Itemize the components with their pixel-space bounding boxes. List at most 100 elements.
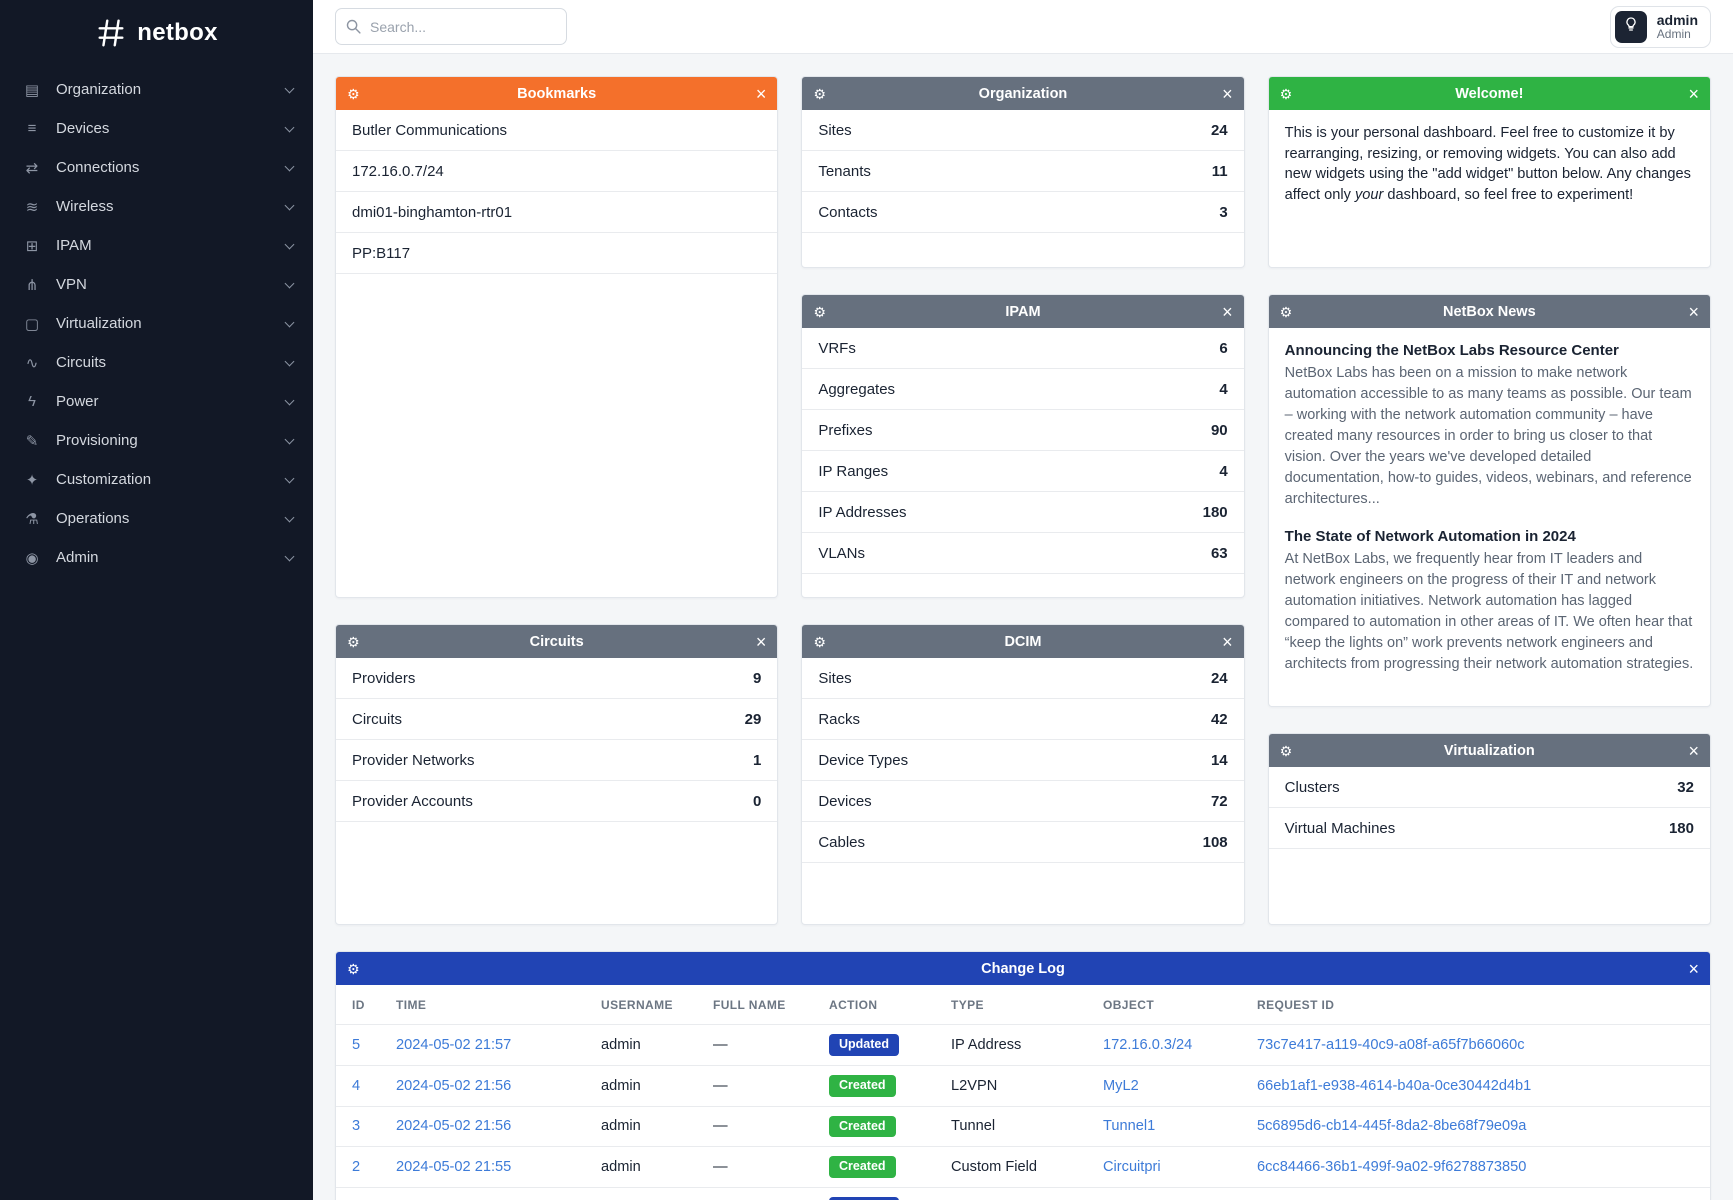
changelog-username: admin xyxy=(589,1186,701,1200)
widget-config-icon[interactable]: ⚙ xyxy=(347,633,360,650)
sidebar-item-circuits[interactable]: ∿ Circuits xyxy=(0,343,313,382)
changelog-object-link[interactable]: Circuitpri xyxy=(1103,1159,1161,1176)
welcome-text: This is your personal dashboard. Feel fr… xyxy=(1269,110,1710,219)
chevron-down-icon xyxy=(284,83,295,93)
table-row: 5 2024-05-02 21:57 admin — Updated IP Ad… xyxy=(336,1024,1710,1066)
wireless-icon: ≋ xyxy=(25,198,39,216)
widget-config-icon[interactable]: ⚙ xyxy=(347,960,360,977)
widget-config-icon[interactable]: ⚙ xyxy=(813,85,826,102)
stat-label: VLANs xyxy=(818,544,866,562)
changelog-username: admin xyxy=(589,1064,701,1106)
changelog-request-link[interactable]: 73c7e417-a119-40c9-a08f-a65f7b66060c xyxy=(1257,1036,1525,1053)
widget-config-icon[interactable]: ⚙ xyxy=(1279,742,1293,759)
sidebar-item-provisioning[interactable]: ✎ Provisioning xyxy=(0,421,313,460)
column-header: OBJECT xyxy=(1103,998,1155,1012)
close-icon[interactable]: × xyxy=(1222,301,1233,322)
close-icon[interactable]: × xyxy=(755,83,767,104)
changelog-time-link[interactable]: 2024-05-02 21:56 xyxy=(396,1077,512,1094)
widget-config-icon[interactable]: ⚙ xyxy=(1279,303,1293,320)
changelog-table: ID TIME USERNAME FULL NAME ACTION TYPE O… xyxy=(336,985,1710,1200)
action-badge: Updated xyxy=(829,1034,899,1056)
close-icon[interactable]: × xyxy=(1688,83,1699,104)
changelog-time-link[interactable]: 2024-05-02 21:55 xyxy=(396,1159,512,1176)
changelog-request-link[interactable]: 66eb1af1-e938-4614-b40a-0ce30442d4b1 xyxy=(1257,1077,1532,1094)
news-article-title[interactable]: Announcing the NetBox Labs Resource Cent… xyxy=(1284,342,1619,359)
sidebar-item-virtualization[interactable]: ▢ Virtualization xyxy=(0,304,313,343)
changelog-object-link[interactable]: Tunnel1 xyxy=(1103,1118,1156,1135)
widget-title: Bookmarks xyxy=(517,85,597,102)
circuits-icon: ∿ xyxy=(25,354,39,372)
user-menu[interactable]: admin Admin xyxy=(1609,5,1711,48)
close-icon[interactable]: × xyxy=(1222,631,1233,652)
sidebar-item-customization[interactable]: ✦ Customization xyxy=(0,460,313,499)
virtualization-widget-header: ⚙ Virtualization × xyxy=(1268,734,1710,767)
close-icon[interactable]: × xyxy=(1222,83,1233,104)
news-feed[interactable]: Announcing the NetBox Labs Resource Cent… xyxy=(1269,328,1710,706)
theme-toggle-button[interactable] xyxy=(1614,10,1647,43)
news-article-title[interactable]: The State of Network Automation in 2024 xyxy=(1284,528,1576,546)
bookmark-item[interactable]: 172.16.0.7/24 xyxy=(336,151,778,192)
close-icon[interactable]: × xyxy=(755,631,767,652)
circuits-widget-header: ⚙ Circuits × xyxy=(336,625,778,658)
bookmark-item[interactable]: dmi01-binghamton-rtr01 xyxy=(336,192,778,233)
widget-title: Organization xyxy=(978,85,1068,102)
table-row: 2 2024-05-02 21:55 admin — Created Custo… xyxy=(336,1146,1710,1188)
changelog-type: Tunnel xyxy=(939,1105,1091,1147)
close-icon[interactable]: × xyxy=(1688,958,1699,979)
sidebar-item-devices[interactable]: ≡ Devices xyxy=(0,109,313,148)
chevron-down-icon xyxy=(284,356,295,366)
sidebar-item-connections[interactable]: ⇄ Connections xyxy=(0,148,313,187)
action-badge: Created xyxy=(829,1156,896,1178)
netbox-logo[interactable]: netbox xyxy=(0,2,313,64)
search-input[interactable] xyxy=(335,8,567,45)
table-row: 4 2024-05-02 21:56 admin — Created L2VPN… xyxy=(336,1064,1710,1106)
sidebar-item-operations[interactable]: ⚗ Operations xyxy=(0,499,313,538)
stat-label: Provider Accounts xyxy=(352,792,473,810)
close-icon[interactable]: × xyxy=(1688,301,1699,322)
changelog-id-link[interactable]: 3 xyxy=(352,1118,361,1135)
changelog-time-link[interactable]: 2024-05-02 21:56 xyxy=(396,1118,512,1135)
stat-row: Devices 72 xyxy=(802,781,1244,822)
changelog-request-link[interactable]: 6cc84466-36b1-499f-9a02-9f6278873850 xyxy=(1257,1159,1527,1176)
stat-label: Cables xyxy=(818,833,866,851)
stat-label: Devices xyxy=(818,792,872,810)
sidebar-item-organization[interactable]: ▤ Organization xyxy=(0,70,313,109)
changelog-time-link[interactable]: 2024-05-02 21:57 xyxy=(396,1036,512,1053)
chevron-down-icon xyxy=(284,317,295,327)
netbox-logo-icon xyxy=(98,19,124,47)
sidebar-item-vpn[interactable]: ⋔ VPN xyxy=(0,265,313,304)
stat-value: 11 xyxy=(1211,162,1228,180)
changelog-id-link[interactable]: 5 xyxy=(352,1036,361,1053)
sidebar-item-wireless[interactable]: ≋ Wireless xyxy=(0,187,313,226)
widget-config-icon[interactable]: ⚙ xyxy=(813,303,826,320)
sidebar-item-label: Devices xyxy=(56,120,110,137)
sidebar-item-ipam[interactable]: ⊞ IPAM xyxy=(0,226,313,265)
widget-config-icon[interactable]: ⚙ xyxy=(1279,85,1293,102)
changelog-id-link[interactable]: 2 xyxy=(352,1159,361,1176)
widget-config-icon[interactable]: ⚙ xyxy=(813,633,826,650)
news-article: Announcing the NetBox Labs Resource Cent… xyxy=(1285,342,1694,510)
widget-config-icon[interactable]: ⚙ xyxy=(347,85,360,102)
changelog-id-link[interactable]: 4 xyxy=(352,1077,361,1094)
bookmark-item[interactable]: Butler Communications xyxy=(336,110,778,151)
sidebar: netbox ▤ Organization ≡ Devices ⇄ Connec… xyxy=(0,0,313,1200)
close-icon[interactable]: × xyxy=(1688,740,1699,761)
stat-label: Sites xyxy=(818,121,852,139)
changelog-request-link[interactable]: 5c6895d6-cb14-445f-8da2-8be68f79e09a xyxy=(1257,1118,1527,1135)
logo-text: netbox xyxy=(137,19,218,46)
sidebar-item-label: Admin xyxy=(56,549,99,566)
ipam-widget-header: ⚙ IPAM × xyxy=(802,295,1244,328)
column-header: TYPE xyxy=(951,998,984,1012)
stat-row: Circuits 29 xyxy=(336,699,778,740)
sidebar-item-power[interactable]: ϟ Power xyxy=(0,382,313,421)
changelog-object-link[interactable]: 172.16.0.3/24 xyxy=(1103,1036,1193,1053)
changelog-username: admin xyxy=(589,1146,701,1188)
organization-widget-header: ⚙ Organization × xyxy=(802,77,1244,110)
changelog-header-row: ID TIME USERNAME FULL NAME ACTION TYPE O… xyxy=(336,985,1710,1025)
sidebar-item-label: Connections xyxy=(56,159,140,176)
bookmark-item[interactable]: PP:B117 xyxy=(336,233,778,274)
bookmarks-widget-header: ⚙ Bookmarks × xyxy=(336,77,778,110)
sidebar-item-admin[interactable]: ◉ Admin xyxy=(0,538,313,577)
changelog-object-link[interactable]: MyL2 xyxy=(1103,1077,1139,1094)
stat-value: 108 xyxy=(1202,833,1228,851)
